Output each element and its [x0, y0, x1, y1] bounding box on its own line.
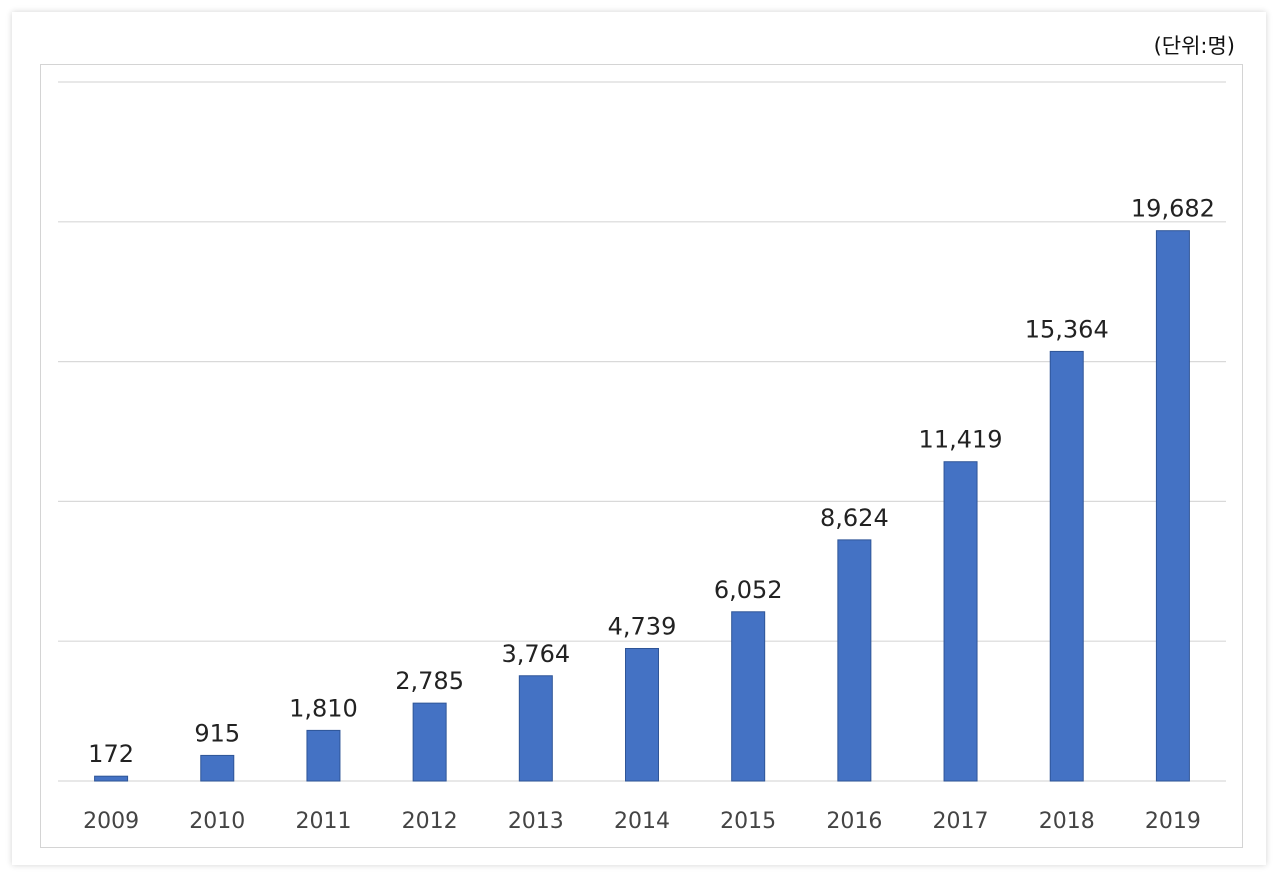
x-tick-label: 2011	[295, 809, 351, 834]
bar	[518, 675, 553, 782]
data-label: 2,785	[395, 667, 464, 695]
bar	[731, 611, 766, 782]
unit-label: (단위:명)	[1153, 34, 1235, 58]
x-tick-label: 2009	[83, 809, 139, 834]
bar	[412, 702, 447, 782]
data-label: 915	[194, 719, 240, 747]
data-label: 4,739	[608, 612, 677, 640]
bar	[200, 754, 235, 782]
bar	[943, 461, 978, 782]
data-label: 172	[88, 740, 134, 768]
x-tick-label: 2016	[826, 809, 882, 834]
x-tick-label: 2013	[508, 809, 564, 834]
x-tick-label: 2010	[189, 809, 245, 834]
x-tick-label: 2017	[933, 809, 989, 834]
data-label: 6,052	[714, 576, 783, 604]
data-label: 11,419	[919, 426, 1003, 454]
data-label: 3,764	[501, 640, 570, 668]
data-label: 8,624	[820, 504, 889, 532]
bar	[1155, 230, 1190, 782]
data-label: 1,810	[289, 694, 358, 722]
x-tick-label: 2015	[720, 809, 776, 834]
bar	[625, 647, 659, 782]
bar	[306, 729, 341, 782]
data-label: 15,364	[1025, 315, 1109, 343]
x-tick-label: 2019	[1145, 809, 1201, 834]
data-label: 19,682	[1131, 195, 1215, 223]
x-tick-label: 2014	[614, 809, 670, 834]
bar	[837, 539, 872, 782]
bar	[94, 775, 129, 782]
x-tick-label: 2012	[402, 809, 458, 834]
bar	[1049, 350, 1084, 782]
x-tick-label: 2018	[1039, 809, 1095, 834]
